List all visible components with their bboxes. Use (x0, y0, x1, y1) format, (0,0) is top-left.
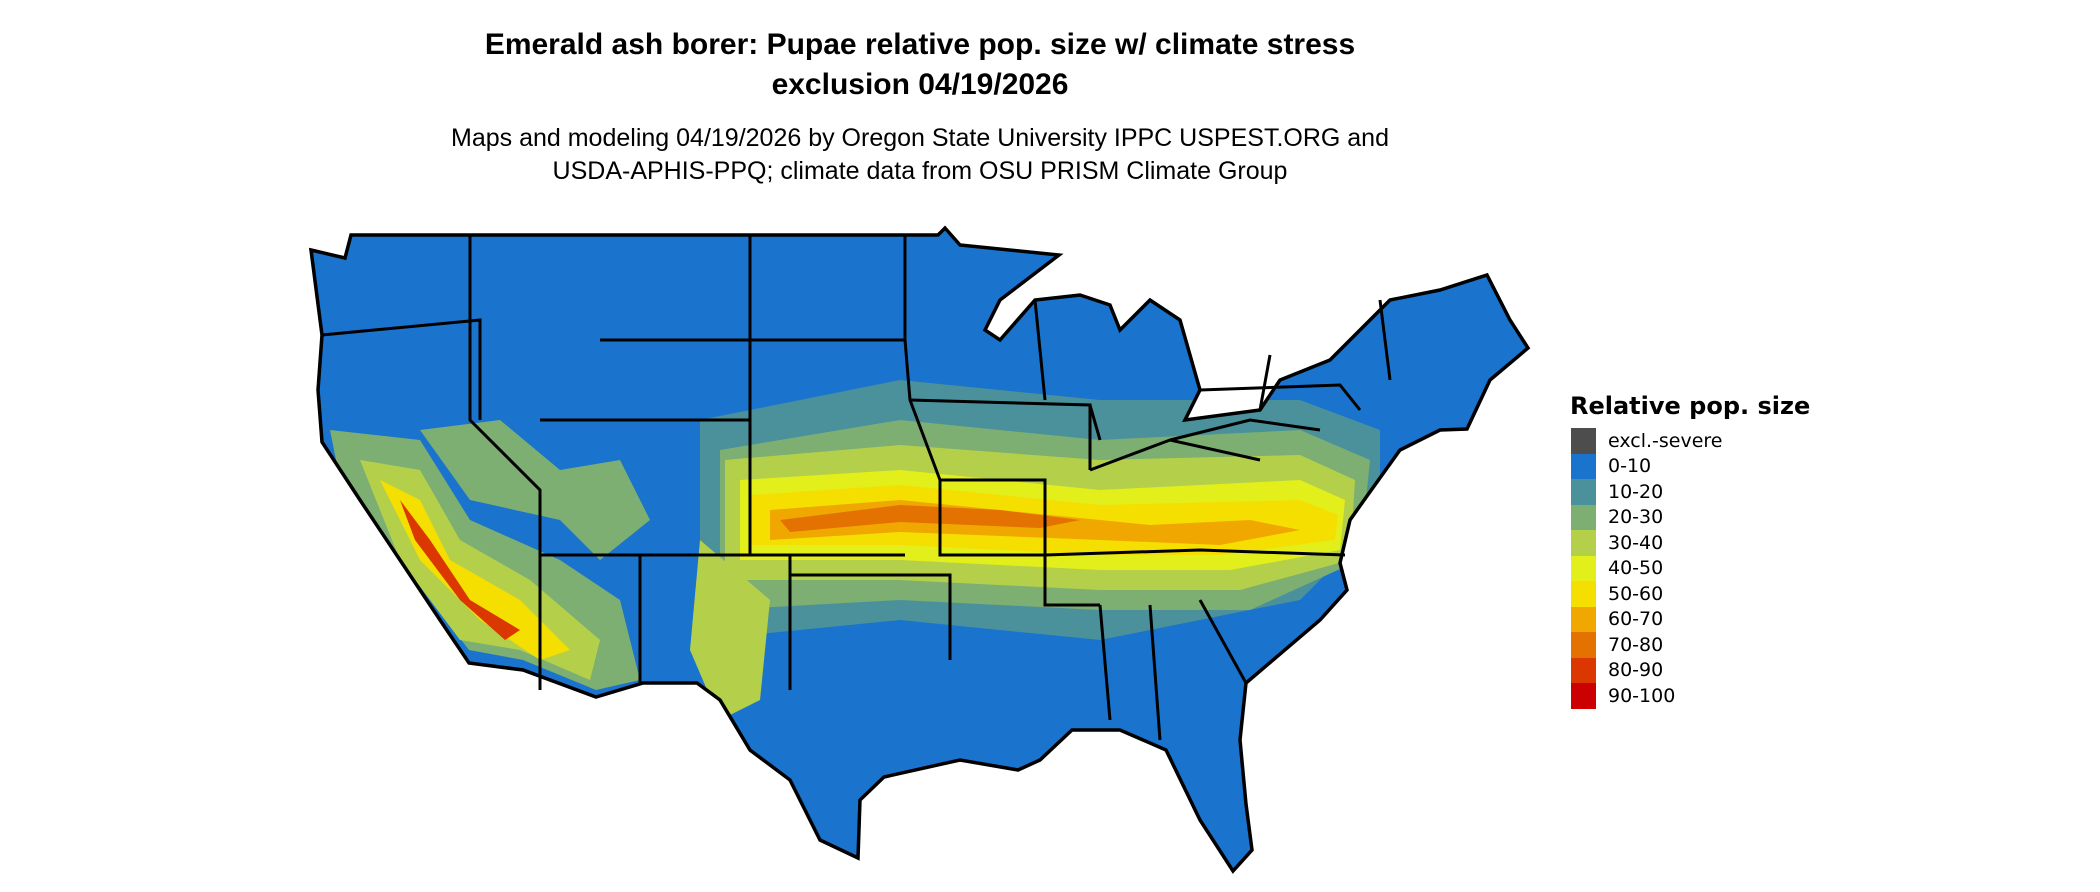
legend-swatch (1571, 504, 1596, 530)
population-band (420, 420, 650, 560)
legend-label: 50-60 (1608, 582, 1664, 605)
legend-swatch (1571, 632, 1596, 658)
legend-swatch (1571, 555, 1596, 581)
legend-label: 0-10 (1608, 455, 1652, 478)
legend-label: 90-100 (1608, 684, 1676, 707)
legend-label: 60-70 (1608, 608, 1664, 631)
legend-swatch (1571, 683, 1596, 709)
legend-item: 60-70 (1571, 606, 1810, 632)
subtitle-line1: Maps and modeling 04/19/2026 by Oregon S… (451, 124, 1389, 152)
legend-item: 0-10 (1571, 453, 1810, 479)
legend-label: excl.-severe (1608, 429, 1723, 452)
state-border (321, 318, 482, 420)
population-band (690, 540, 770, 720)
legend-item: 40-50 (1571, 555, 1810, 581)
legend: Relative pop. size excl.-severe 0-10 10-20… (1570, 392, 1811, 709)
state-border (1044, 548, 1346, 557)
state-border (468, 235, 542, 690)
map-title-line1: Emerald ash borer: Pupae relative pop. s… (484, 28, 1356, 61)
legend-item: 80-90 (1571, 657, 1810, 683)
population-band (780, 505, 1080, 532)
legend-label: 30-40 (1608, 531, 1664, 554)
state-border (1169, 418, 1321, 442)
legend-item: 20-30 (1571, 504, 1810, 530)
state-border (1148, 604, 1162, 741)
legend-swatch (1571, 530, 1596, 556)
state-border (1088, 404, 1102, 441)
legend-swatch (1571, 428, 1596, 454)
legend-label: 20-30 (1608, 506, 1664, 529)
legend-swatch (1571, 606, 1596, 632)
legend-label: 80-90 (1608, 659, 1664, 682)
legend-item: 30-40 (1571, 530, 1810, 556)
state-border (940, 478, 1047, 555)
population-band (380, 480, 570, 660)
state-borders (321, 235, 1392, 741)
legend-swatch (1571, 453, 1596, 479)
state-border (1378, 299, 1392, 381)
state-border (1043, 555, 1100, 607)
state-border (788, 555, 952, 660)
legend-item: 10-20 (1571, 479, 1810, 505)
legend-swatch (1571, 479, 1596, 505)
legend-swatch (1571, 581, 1596, 607)
subtitle-line2: USDA-APHIS-PPQ; climate data from OSU PR… (552, 157, 1288, 185)
legend-swatch (1571, 657, 1596, 683)
legend-item: 90-100 (1571, 683, 1810, 709)
state-border (1258, 354, 1272, 411)
state-border (1199, 383, 1362, 411)
state-border (1033, 299, 1047, 401)
state-border (1198, 599, 1248, 684)
map-title-line2: exclusion 04/19/2026 (771, 68, 1069, 101)
legend-label: 10-20 (1608, 480, 1664, 503)
state-border (1098, 604, 1112, 721)
state-border (903, 235, 1045, 557)
legend-item: 50-60 (1571, 581, 1810, 607)
legend-item: 70-80 (1571, 632, 1810, 658)
population-band (400, 500, 520, 640)
legend-item: excl.-severe (1571, 428, 1810, 454)
legend-title: Relative pop. size (1570, 392, 1811, 420)
legend-label: 70-80 (1608, 633, 1664, 656)
us-outline (308, 225, 1531, 874)
legend-label: 40-50 (1608, 557, 1664, 580)
